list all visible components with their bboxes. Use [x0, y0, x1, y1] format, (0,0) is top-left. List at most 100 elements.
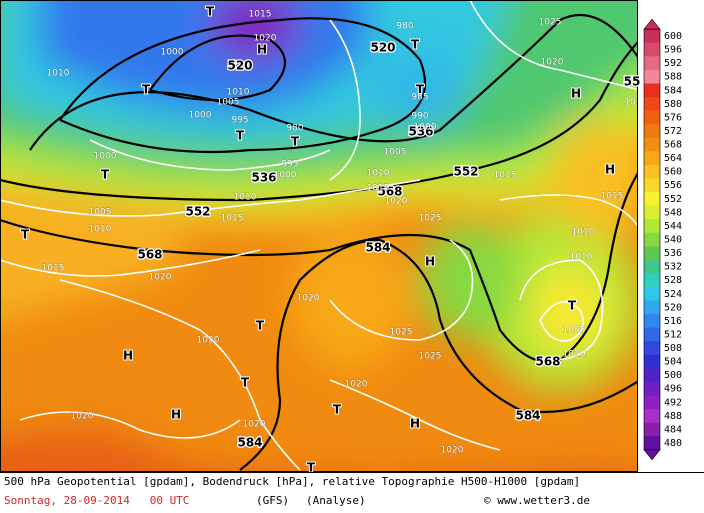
legend-swatch — [644, 341, 660, 356]
map-label: 568 — [137, 248, 162, 262]
legend-label: 540 — [664, 235, 682, 246]
map-label: 1020 — [297, 294, 320, 304]
legend-swatch — [644, 164, 660, 179]
map-label: 1020 — [149, 273, 172, 283]
map-label: 985 — [411, 93, 428, 103]
map-label: 1020 — [541, 58, 564, 68]
map-label: 980 — [286, 124, 303, 134]
legend-label: 520 — [664, 302, 682, 313]
legend-label: 592 — [664, 58, 682, 69]
legend-label: 496 — [664, 384, 682, 395]
map-label: 1020 — [243, 420, 266, 430]
legend-swatch — [644, 29, 660, 44]
legend-swatch — [644, 219, 660, 234]
legend-swatch — [644, 300, 660, 315]
legend-label: 576 — [664, 112, 682, 123]
map-label: T — [568, 299, 577, 313]
map-label: H — [171, 408, 181, 422]
legend-swatch — [644, 381, 660, 397]
map-label: T — [101, 168, 110, 182]
map-label: 1010 — [563, 350, 586, 360]
map-label: 1010 — [89, 225, 112, 235]
map-label: 552 — [453, 165, 478, 179]
map-label: H — [410, 417, 420, 431]
map-label: 1020 — [345, 380, 368, 390]
legend-swatch — [644, 124, 660, 139]
map-label: T — [142, 83, 151, 97]
legend-swatch — [644, 354, 660, 369]
map-label: 1015 — [367, 184, 390, 194]
map-label: 1020 — [197, 336, 220, 346]
map-label: 1005 — [217, 98, 240, 108]
legend-label: 580 — [664, 99, 682, 110]
legend-label: 512 — [664, 329, 682, 340]
map-label: H — [257, 43, 267, 57]
legend-swatch — [644, 286, 660, 302]
map-label: 552 — [185, 205, 210, 219]
map-label: T — [307, 461, 316, 473]
legend-swatch — [644, 151, 660, 166]
legend-swatch — [644, 192, 660, 207]
description: 500 hPa Geopotential [gpdam], Bodendruck… — [4, 475, 581, 488]
legend-label: 588 — [664, 72, 682, 83]
map-label: 1025 — [390, 328, 413, 338]
map-label: 1005 — [89, 208, 112, 218]
legend-label: 548 — [664, 207, 682, 218]
map-label: 520 — [227, 59, 252, 73]
legend-label: 532 — [664, 262, 682, 273]
legend-label: 524 — [664, 289, 682, 300]
map-label: 55 — [624, 75, 641, 89]
legend-label: 516 — [664, 316, 682, 327]
legend-frame — [643, 28, 661, 451]
map-label: 1000 — [94, 152, 117, 162]
map-label: T — [21, 228, 30, 242]
height-contours — [0, 13, 638, 471]
map-label: 1005 — [384, 148, 407, 158]
map-label: T — [206, 5, 215, 19]
legend-label: 568 — [664, 140, 682, 151]
legend-swatch — [644, 368, 660, 383]
map-field — [0, 0, 638, 472]
map-label: 1020 — [385, 197, 408, 207]
legend-swatch — [644, 327, 660, 342]
legend-label: 508 — [664, 343, 682, 354]
map-label: 584 — [237, 436, 262, 450]
map-label: 584 — [365, 241, 390, 255]
map-label: 1020 — [71, 412, 94, 422]
map-label: 995 — [281, 160, 298, 170]
map-label: 1015 — [249, 10, 272, 20]
legend-swatch — [644, 409, 660, 424]
weather-map: H T 1015 1020 520 1000 1010 1005 T 1000 995 T 980 T 53… — [0, 0, 682, 473]
map-label: 1020 — [254, 34, 277, 44]
run: (Analyse) — [306, 494, 366, 507]
legend-label: 572 — [664, 126, 682, 137]
legend-label: 596 — [664, 45, 682, 56]
map-label: 1020 — [441, 446, 464, 456]
map-label: 1010 — [572, 228, 595, 238]
map-label: T — [256, 319, 265, 333]
legend-label: 544 — [664, 221, 682, 232]
legend-label: 584 — [664, 85, 682, 96]
legend-label: 536 — [664, 248, 682, 259]
legend-swatch — [644, 97, 660, 112]
legend-label: 556 — [664, 180, 682, 191]
legend-swatch — [644, 314, 660, 329]
map-label: 584 — [515, 409, 540, 423]
legend-label: 492 — [664, 397, 682, 408]
legend-swatch — [644, 42, 660, 57]
legend-swatch — [644, 436, 660, 451]
map-label: T — [236, 129, 245, 143]
legend-label: 484 — [664, 424, 682, 435]
map-label: T — [333, 403, 342, 417]
credit: © www.wetter3.de — [484, 494, 590, 507]
map-label: 1025 — [419, 352, 442, 362]
map-label: 568 — [535, 355, 560, 369]
map-label: 1000 — [414, 123, 437, 133]
legend-swatch — [644, 259, 660, 274]
model: (GFS) — [256, 494, 290, 507]
map-label: T — [241, 376, 250, 390]
legend-swatch — [644, 232, 660, 247]
legend-swatch — [644, 83, 660, 98]
map-label: 1000 — [161, 48, 184, 58]
